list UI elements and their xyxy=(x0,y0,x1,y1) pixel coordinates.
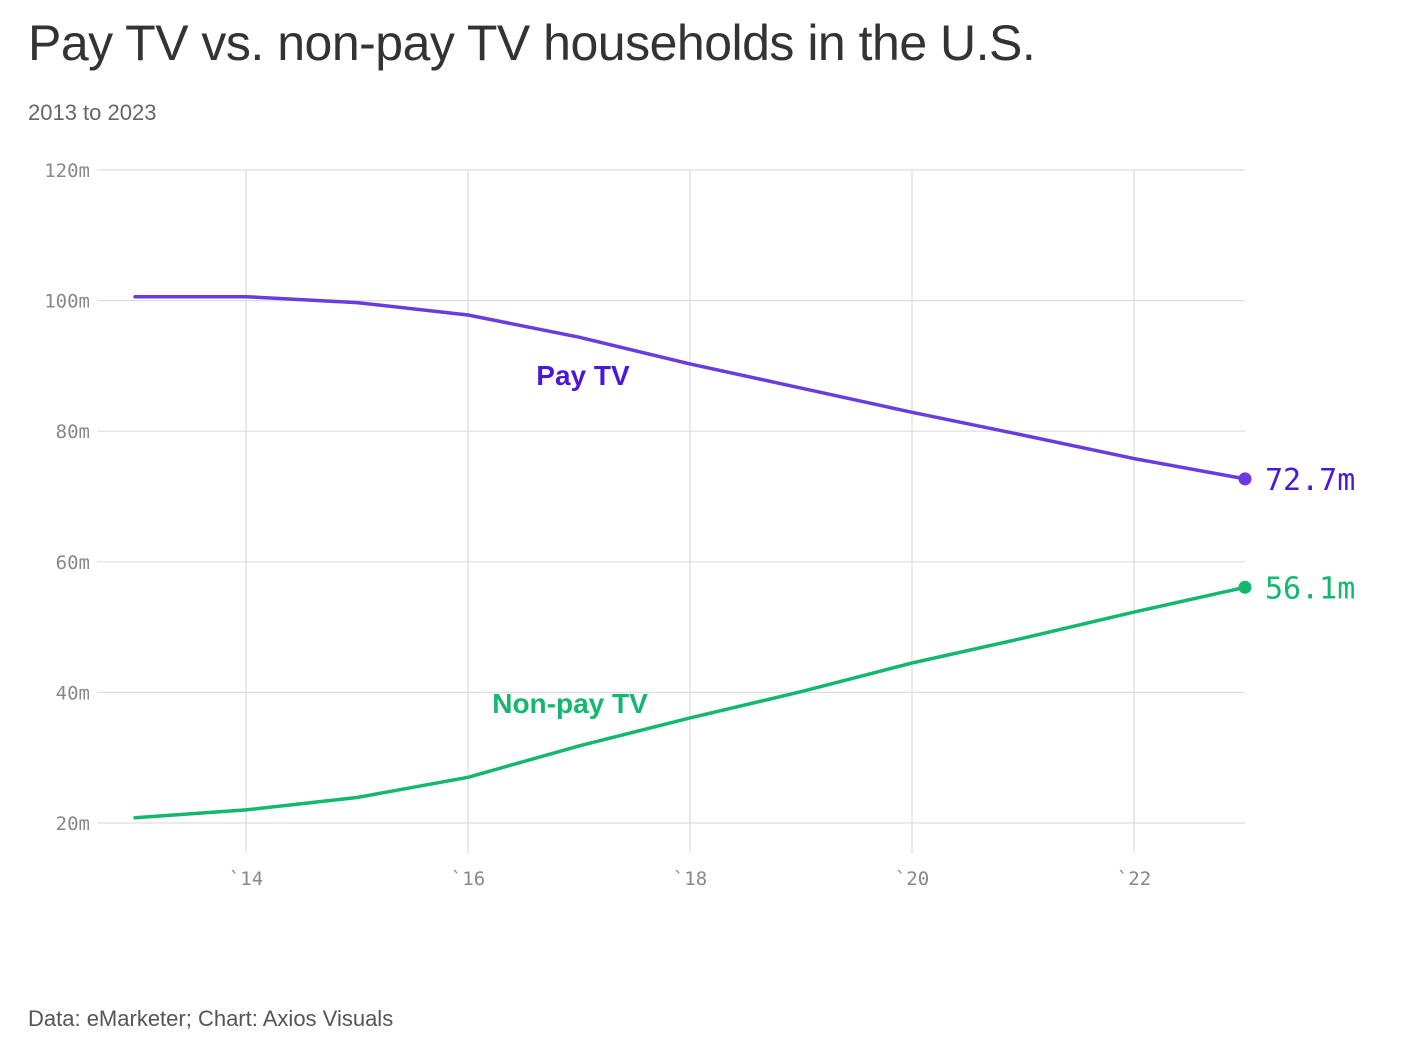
y-tick-label: 20m xyxy=(56,813,90,835)
y-tick-label: 120m xyxy=(44,160,90,182)
non-pay-tv-label: Non-pay TV xyxy=(492,688,648,719)
non-pay-tv-line xyxy=(133,585,1247,820)
pay-tv-end-label: 72.7m xyxy=(1265,463,1355,498)
pay-tv-line xyxy=(133,294,1247,481)
x-tick-label: `18 xyxy=(673,868,707,890)
non-pay-tv-end-label: 56.1m xyxy=(1265,571,1355,606)
pay-tv-label: Pay TV xyxy=(536,360,630,391)
x-tick-label: `20 xyxy=(895,868,929,890)
x-tick-label: `14 xyxy=(229,868,263,890)
x-tick-label: `16 xyxy=(451,868,485,890)
chart-source: Data: eMarketer; Chart: Axios Visuals xyxy=(28,1006,394,1031)
chart-subtitle: 2013 to 2023 xyxy=(28,100,157,125)
non-pay-tv-end-dot xyxy=(1238,580,1252,594)
y-tick-label: 60m xyxy=(56,552,90,574)
y-tick-label: 80m xyxy=(56,421,90,443)
x-tick-label: `22 xyxy=(1117,868,1151,890)
chart-title: Pay TV vs. non-pay TV households in the … xyxy=(28,15,1036,71)
pay-tv-end-dot xyxy=(1238,472,1252,486)
y-tick-label: 100m xyxy=(44,291,90,313)
y-tick-label: 40m xyxy=(56,682,90,704)
